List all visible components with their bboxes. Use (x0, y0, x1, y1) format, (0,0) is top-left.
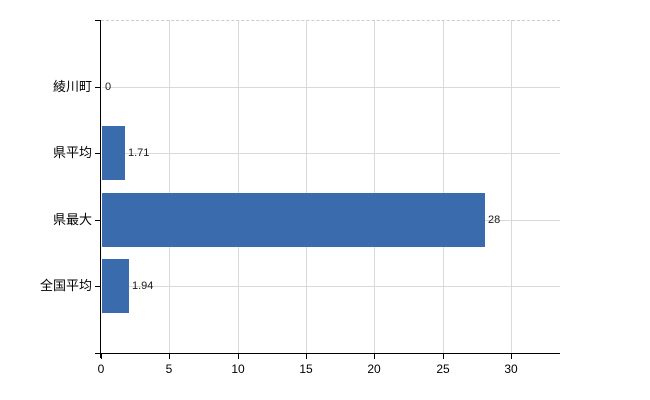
x-tick (101, 354, 102, 359)
x-tick (374, 354, 375, 359)
x-gridline (238, 20, 239, 353)
x-gridline (306, 20, 307, 353)
y-axis-line (100, 20, 101, 358)
bar-value-label: 1.94 (132, 280, 154, 292)
x-tick-label: 30 (504, 362, 518, 376)
bar-value-label: 28 (488, 214, 501, 226)
x-gridline (511, 20, 512, 353)
plot-top-border (101, 20, 560, 21)
bar-value-label: 0 (105, 81, 112, 93)
x-tick-label: 15 (299, 362, 313, 376)
bar-1 (102, 126, 125, 180)
x-tick-label: 5 (165, 362, 173, 376)
category-label: 県最大 (52, 212, 92, 227)
x-axis-line (95, 353, 560, 354)
x-gridline (374, 20, 375, 353)
x-tick (306, 354, 307, 359)
x-tick-label: 20 (367, 362, 381, 376)
x-tick (238, 354, 239, 359)
bar-2 (102, 193, 485, 247)
category-tick (95, 286, 101, 287)
x-tick-label: 0 (97, 362, 105, 376)
category-label: 綾川町 (52, 79, 92, 94)
x-tick-label: 10 (231, 362, 245, 376)
category-tick (95, 87, 101, 88)
x-tick (443, 354, 444, 359)
x-tick-label: 25 (436, 362, 450, 376)
y-gridline (102, 286, 560, 287)
bar-3 (102, 259, 129, 313)
category-label: 全国平均 (39, 278, 92, 293)
category-tick (95, 220, 101, 221)
y-gridline (102, 87, 560, 88)
y-gridline (102, 153, 560, 154)
y-axis-top-tick (95, 20, 101, 21)
category-tick (95, 153, 101, 154)
category-label: 県平均 (52, 145, 92, 160)
x-gridline (169, 20, 170, 353)
bar-value-label: 1.71 (128, 147, 150, 159)
x-tick (169, 354, 170, 359)
x-tick (511, 354, 512, 359)
x-gridline (443, 20, 444, 353)
